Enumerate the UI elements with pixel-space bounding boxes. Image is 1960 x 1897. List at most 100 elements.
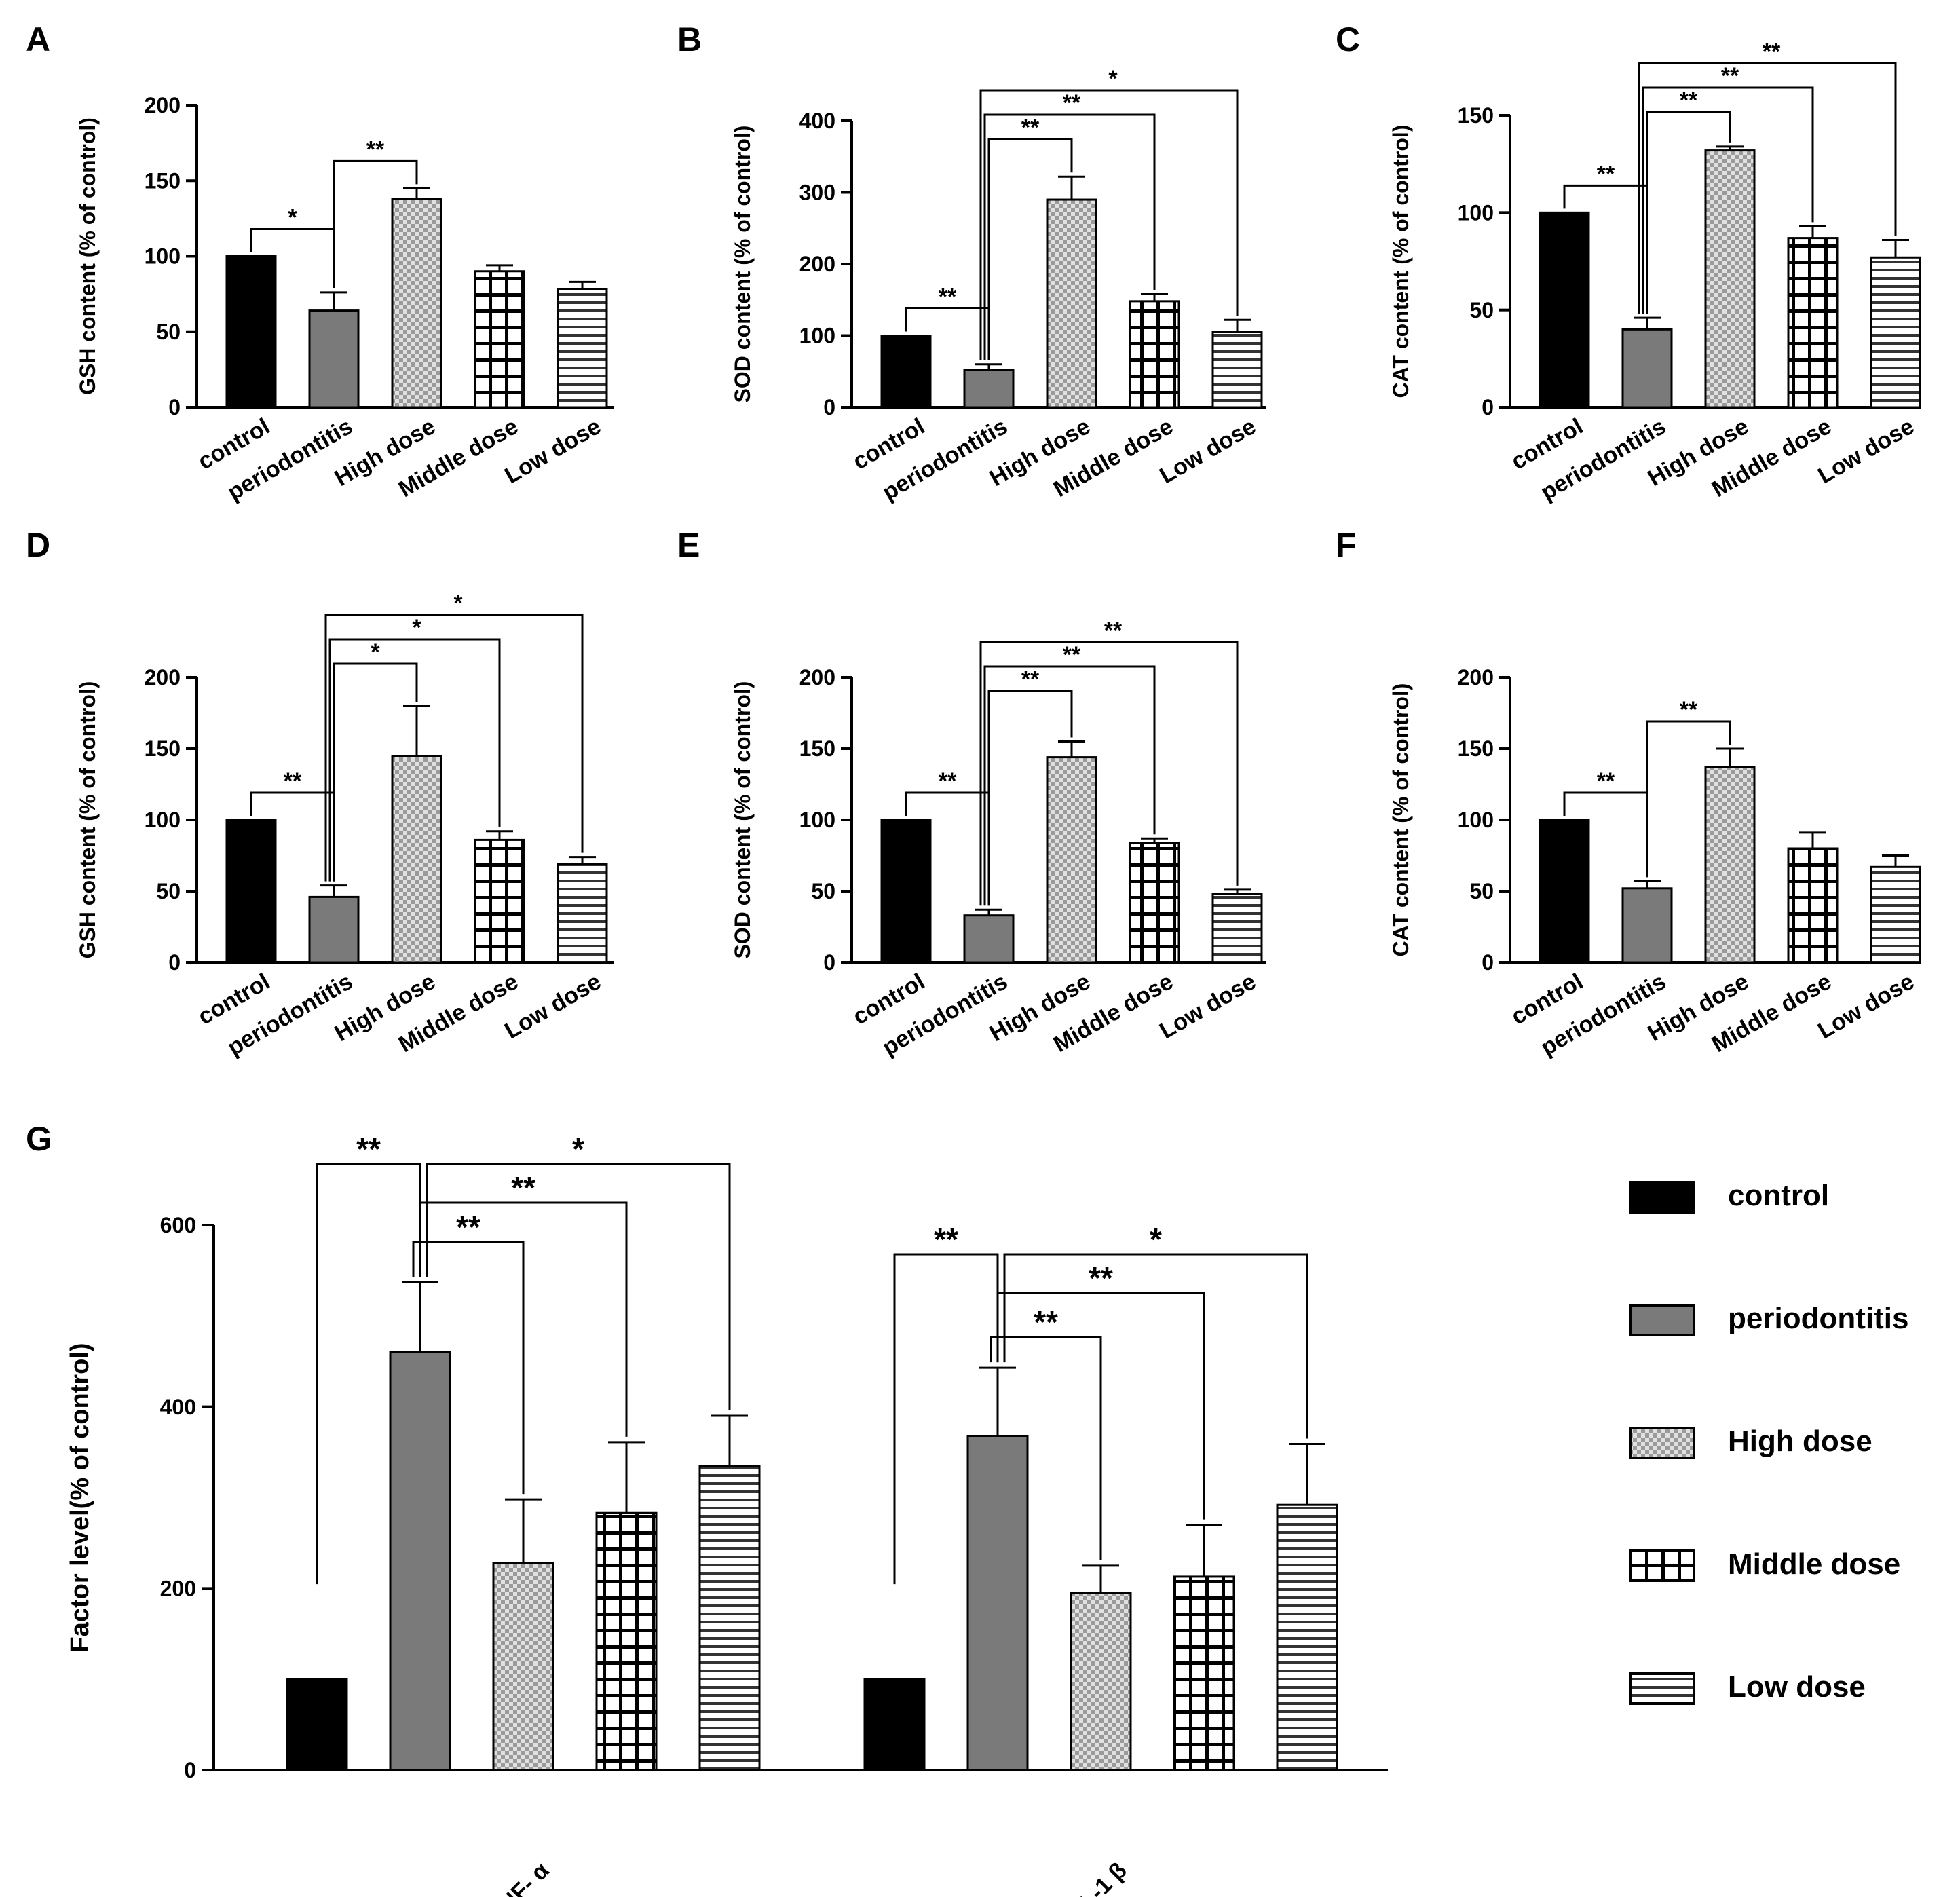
- significance-label: **: [356, 1131, 381, 1167]
- bar-high-dose: [391, 755, 442, 964]
- bar-periodontitis: [966, 1434, 1029, 1771]
- significance-label: *: [412, 615, 421, 641]
- significance-label: **: [934, 1222, 958, 1257]
- y-tick-label: 600: [160, 1213, 196, 1237]
- y-tick-label: 150: [1458, 736, 1494, 761]
- panel-letter-e: E: [677, 526, 700, 564]
- panel-letter-b: B: [677, 20, 702, 58]
- bar-low-dose: [557, 863, 608, 964]
- significance-bracket: [412, 1241, 525, 1495]
- significance-bracket: [1638, 62, 1897, 314]
- significance-label: **: [1721, 63, 1739, 89]
- significance-bracket: [979, 641, 1239, 906]
- bar-high-dose: [391, 198, 442, 409]
- legend-swatch-low-dose: [1629, 1672, 1695, 1705]
- y-tick-label: 0: [823, 395, 835, 419]
- bar-low-dose: [1211, 893, 1263, 964]
- significance-bracket: [426, 1163, 731, 1411]
- bar-low-dose: [1870, 256, 1921, 409]
- significance-bracket: [1003, 1253, 1308, 1439]
- bar-low-dose: [557, 288, 608, 409]
- x-tick-label: TNF- α: [485, 1858, 554, 1897]
- significance-bracket: [983, 665, 1156, 906]
- y-tick-label: 200: [160, 1577, 196, 1601]
- chart-panel-g: 0 200 400 600 Factor level(% of control) TNF-…: [66, 1131, 1388, 1897]
- bar-middle-dose: [474, 838, 525, 964]
- y-axis-title: Factor level(% of control): [66, 1342, 94, 1652]
- bar-periodontitis: [963, 914, 1015, 964]
- bar-control: [1539, 819, 1590, 964]
- significance-bracket: [324, 614, 584, 882]
- significance-label: **: [1104, 618, 1123, 643]
- bar-low-dose: [1870, 865, 1921, 964]
- significance-label: **: [939, 284, 957, 310]
- bar-control: [286, 1678, 348, 1771]
- y-tick-label: 100: [799, 324, 835, 348]
- bar-middle-dose: [595, 1511, 658, 1771]
- significance-label: **: [1680, 88, 1698, 113]
- y-tick-label: 200: [1458, 665, 1494, 690]
- bar-periodontitis: [963, 369, 1015, 409]
- bar-control: [1539, 211, 1590, 409]
- y-axis-title: CAT content (% of control): [1389, 683, 1413, 957]
- significance-bracket: [990, 1336, 1102, 1560]
- significance-label: **: [1034, 1304, 1058, 1340]
- y-tick-label: 100: [145, 808, 181, 832]
- legend-swatch-high-dose: [1629, 1427, 1695, 1459]
- significance-label: *: [288, 205, 297, 231]
- bar-middle-dose: [474, 270, 525, 409]
- y-tick-label: 50: [1469, 298, 1494, 322]
- panel-letter-f: F: [1336, 526, 1357, 564]
- legend-swatch-middle-dose: [1629, 1549, 1695, 1582]
- significance-label: **: [1597, 161, 1615, 187]
- significance-bracket: [333, 159, 418, 288]
- bar-high-dose: [1046, 198, 1097, 409]
- y-tick-label: 150: [145, 168, 181, 193]
- y-tick-label: 200: [145, 93, 181, 117]
- y-tick-label: 100: [799, 808, 835, 832]
- significance-bracket: [983, 113, 1156, 360]
- significance-bracket: [1646, 720, 1731, 878]
- bar-middle-dose: [1129, 300, 1180, 409]
- significance-label: **: [1680, 697, 1698, 723]
- y-tick-label: 300: [799, 181, 835, 205]
- panel-letter-c: C: [1336, 20, 1360, 58]
- y-tick-label: 0: [1482, 395, 1494, 419]
- y-tick-label: 400: [160, 1395, 196, 1419]
- significance-label: **: [1089, 1260, 1113, 1296]
- legend-label-periodontitis: periodontitis: [1728, 1302, 1908, 1335]
- significance-label: **: [1021, 115, 1040, 140]
- bar-low-dose: [1211, 331, 1263, 409]
- y-axis-title: GSH content (% of control): [75, 117, 100, 395]
- y-tick-label: 200: [799, 252, 835, 276]
- bar-periodontitis: [308, 309, 360, 409]
- y-axis-title: GSH content (% of control): [75, 681, 100, 959]
- panel-letter-d: D: [26, 526, 50, 564]
- bar-high-dose: [492, 1562, 554, 1771]
- legend-swatch-control: [1629, 1181, 1695, 1214]
- significance-label: *: [453, 590, 463, 616]
- y-tick-label: 0: [1482, 950, 1494, 975]
- significance-label: **: [366, 136, 385, 162]
- bar-control: [880, 335, 932, 409]
- bar-control: [225, 819, 277, 964]
- y-tick-label: 400: [799, 109, 835, 133]
- y-tick-label: 50: [156, 320, 181, 344]
- significance-bracket: [996, 1292, 1205, 1520]
- bar-low-dose: [1276, 1503, 1338, 1771]
- bar-periodontitis: [1621, 887, 1673, 964]
- bar-control: [880, 819, 932, 964]
- y-tick-label: 200: [145, 665, 181, 690]
- significance-label: **: [284, 768, 302, 794]
- bar-high-dose: [1046, 756, 1097, 964]
- bar-middle-dose: [1787, 237, 1839, 409]
- y-tick-label: 100: [1458, 201, 1494, 225]
- bar-low-dose: [698, 1465, 761, 1771]
- legend-label-middle-dose: Middle dose: [1728, 1547, 1900, 1581]
- significance-label: **: [1597, 768, 1615, 794]
- significance-bracket: [419, 1201, 628, 1437]
- y-axis-title: CAT content (% of control): [1389, 125, 1413, 398]
